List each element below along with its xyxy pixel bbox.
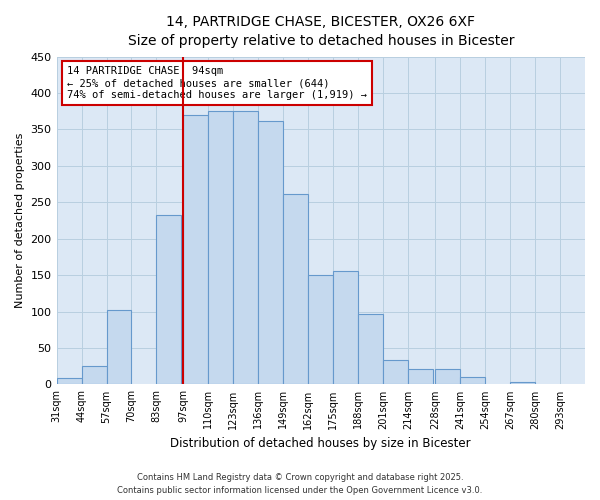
Bar: [358, 314, 383, 384]
Text: Contains HM Land Registry data © Crown copyright and database right 2025.
Contai: Contains HM Land Registry data © Crown c…: [118, 474, 482, 495]
Bar: [233, 110, 259, 384]
Bar: [460, 377, 485, 384]
Bar: [383, 360, 408, 384]
Bar: [157, 216, 181, 384]
Bar: [408, 369, 433, 384]
Bar: [107, 310, 131, 384]
Bar: [308, 275, 333, 384]
Bar: [208, 110, 233, 384]
Bar: [184, 115, 208, 384]
Bar: [333, 271, 358, 384]
Y-axis label: Number of detached properties: Number of detached properties: [15, 133, 25, 308]
Title: 14, PARTRIDGE CHASE, BICESTER, OX26 6XF
Size of property relative to detached ho: 14, PARTRIDGE CHASE, BICESTER, OX26 6XF …: [128, 15, 514, 48]
Text: 14 PARTRIDGE CHASE: 94sqm
← 25% of detached houses are smaller (644)
74% of semi: 14 PARTRIDGE CHASE: 94sqm ← 25% of detac…: [67, 66, 367, 100]
Bar: [259, 120, 283, 384]
Bar: [56, 378, 82, 384]
Bar: [435, 369, 460, 384]
Bar: [82, 366, 107, 384]
X-axis label: Distribution of detached houses by size in Bicester: Distribution of detached houses by size …: [170, 437, 471, 450]
Bar: [283, 194, 308, 384]
Bar: [510, 382, 535, 384]
